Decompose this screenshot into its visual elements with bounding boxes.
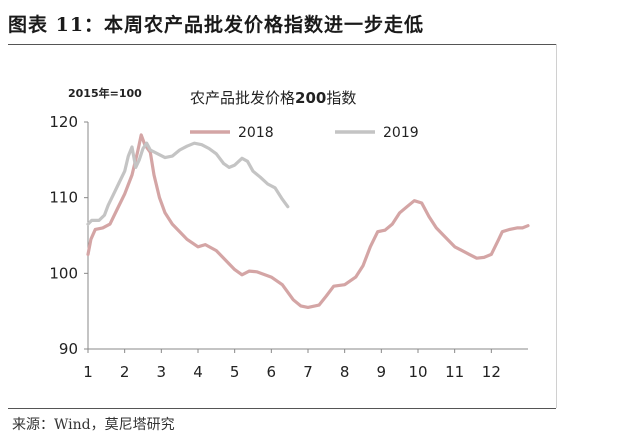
top-rule [8, 44, 556, 45]
chart-title-pre: 农产品批发价格 [190, 89, 295, 107]
chart-series [86, 133, 530, 309]
x-tick-label: 3 [157, 363, 167, 381]
y-tick-label: 100 [49, 264, 78, 282]
y-tick-label: 110 [49, 189, 78, 207]
y-tick-label: 90 [59, 340, 78, 358]
chart-title-num: 200 [295, 89, 326, 107]
x-tick-label: 6 [267, 363, 277, 381]
x-tick-label: 5 [230, 363, 240, 381]
figure-title: 图表 11：本周农产品批发价格指数进一步走低 [8, 14, 425, 36]
x-tick-label: 10 [408, 363, 427, 381]
unit-note: 2015年=100 [68, 86, 142, 100]
bottom-rule [8, 408, 556, 409]
series-line-2018 [86, 133, 530, 309]
chart-title-post: 指数 [326, 89, 356, 107]
x-tick-label: 11 [445, 363, 464, 381]
y-tick-label: 120 [49, 113, 78, 131]
chart-legend: 2018 2019 [190, 125, 419, 141]
legend-label-2018: 2018 [238, 125, 274, 141]
x-tick-label: 4 [193, 363, 203, 381]
x-tick-label: 12 [482, 363, 501, 381]
legend-label-2019: 2019 [383, 125, 419, 141]
x-tick-label: 9 [377, 363, 387, 381]
x-tick-label: 8 [340, 363, 350, 381]
right-border [556, 44, 557, 408]
x-tick-label: 7 [303, 363, 313, 381]
x-tick-label: 1 [83, 363, 93, 381]
x-tick-label: 2 [120, 363, 130, 381]
chart-title: 农产品批发价格200指数 [190, 89, 356, 107]
source-note: 来源：Wind，莫尼塔研究 [12, 417, 175, 433]
series-line-2019 [86, 141, 290, 226]
